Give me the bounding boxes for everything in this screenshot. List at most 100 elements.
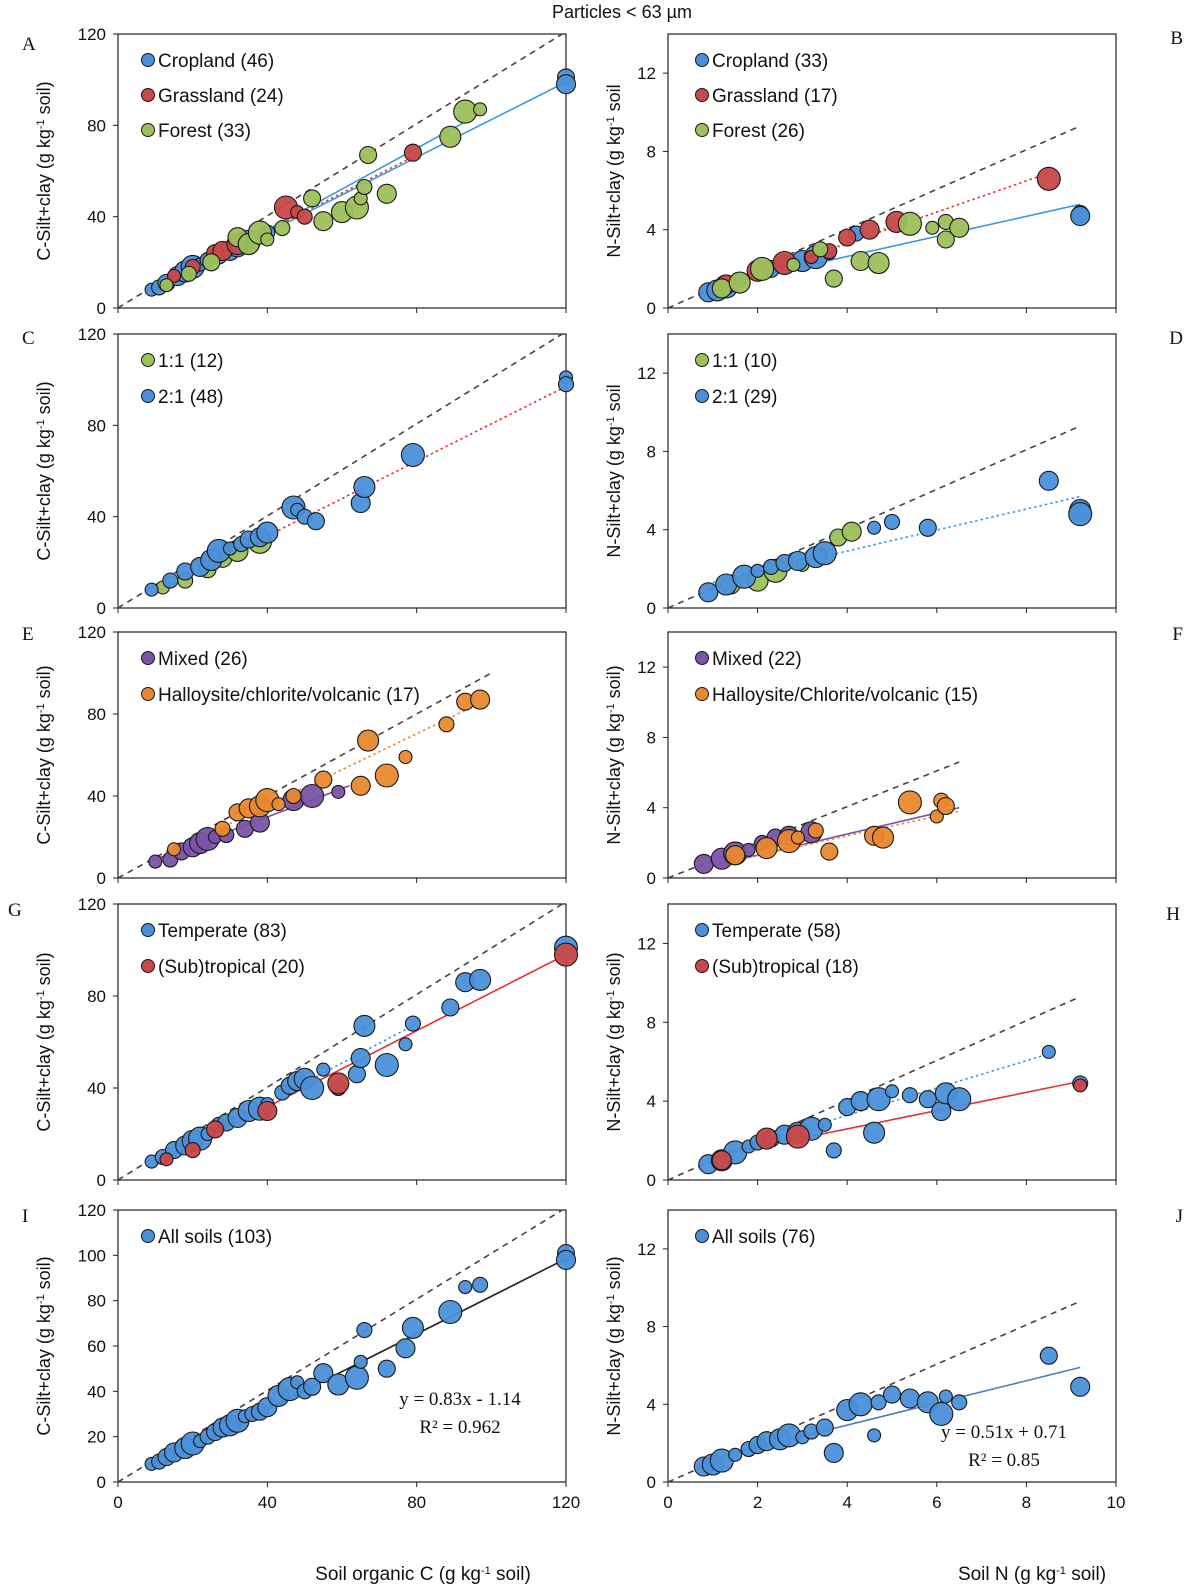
- data-point: [400, 442, 425, 468]
- data-point: [202, 253, 221, 272]
- data-point: [787, 550, 808, 572]
- data-point: [439, 125, 462, 148]
- y-tick-label: 40: [87, 787, 106, 806]
- y-axis-label: N-Silt+clay (g kg-1 soil): [604, 665, 624, 844]
- data-point: [870, 1394, 887, 1411]
- legend-label: Temperate (83): [158, 921, 287, 942]
- legend-label: 2:1 (29): [712, 387, 777, 408]
- data-point: [883, 513, 901, 530]
- data-point: [824, 269, 843, 288]
- data-point: [825, 1142, 842, 1159]
- legend: Cropland (46) Grassland (24) Forest (33): [141, 51, 284, 142]
- data-point: [1039, 1346, 1058, 1365]
- x-axis-label-soil-n: Soil N (g kg-1 soil): [958, 1564, 1106, 1585]
- y-tick-label: 40: [87, 1079, 106, 1098]
- y-tick-label: 120: [78, 25, 106, 44]
- data-point: [453, 99, 478, 124]
- panel-letter: F: [1172, 624, 1183, 645]
- data-point: [812, 241, 829, 258]
- data-point: [936, 230, 955, 249]
- y-tick-label: 100: [78, 1246, 106, 1265]
- regression-equation: y = 0.51x + 0.71: [941, 1422, 1067, 1443]
- data-point: [356, 178, 373, 196]
- data-point: [374, 763, 399, 788]
- y-tick-label: 0: [97, 1171, 106, 1190]
- data-point: [398, 749, 413, 765]
- data-point: [790, 830, 805, 845]
- legend-marker: [141, 353, 155, 367]
- data-point: [755, 1127, 778, 1150]
- data-point: [257, 1100, 278, 1122]
- y-tick-label: 0: [97, 869, 106, 888]
- legend-label: (Sub)tropical (20): [158, 957, 305, 978]
- data-point: [162, 572, 179, 589]
- data-point: [812, 541, 837, 566]
- data-point: [356, 1322, 373, 1339]
- data-point: [841, 521, 862, 542]
- data-point: [473, 102, 488, 117]
- data-point: [327, 1072, 350, 1095]
- panel-a: A 0 40 80 120 C-Silt+clay (g kg-1 soil) Cropla…: [22, 25, 577, 318]
- data-point: [347, 1065, 366, 1084]
- data-point: [180, 265, 197, 282]
- legend: Temperate (58) (Sub)tropical (18): [695, 921, 859, 978]
- legend-label: All soils (76): [712, 1227, 815, 1248]
- legend-label: (Sub)tropical (18): [712, 957, 859, 978]
- data-point: [184, 1142, 201, 1159]
- plot-frame: [667, 903, 1117, 1181]
- data-point: [918, 1090, 937, 1109]
- data-point: [1038, 470, 1059, 491]
- legend: Mixed (22) Halloysite/Chlorite/volcanic (…: [695, 649, 978, 706]
- y-tick-label: 20: [87, 1428, 106, 1447]
- legend-marker: [695, 53, 709, 67]
- legend: Mixed (26) Halloysite/chlorite/volcanic (…: [141, 649, 420, 706]
- data-point: [469, 968, 492, 991]
- data-point: [395, 1338, 416, 1359]
- plot-frame: [117, 631, 567, 879]
- data-point: [260, 232, 275, 247]
- shared-x-labels: Soil organic C (g kg-1 soil) Soil N (g kg…: [315, 1564, 1106, 1585]
- data-point: [555, 1249, 577, 1270]
- data-point: [377, 1359, 396, 1378]
- panel-letter: J: [1176, 1206, 1183, 1227]
- x-tick-label: 10: [1107, 1493, 1126, 1512]
- data-point: [863, 1121, 886, 1144]
- regression-line: [712, 172, 1050, 292]
- legend-marker: [141, 1229, 155, 1243]
- data-point: [925, 220, 940, 235]
- data-point: [353, 1354, 368, 1369]
- y-tick-label: 8: [647, 442, 656, 461]
- data-point: [271, 797, 286, 812]
- figure-title: Particles < 63 µm: [552, 2, 692, 22]
- data-point: [838, 228, 857, 247]
- y-tick-label: 0: [647, 869, 656, 888]
- data-point: [376, 183, 397, 204]
- legend: Cropland (33) Grassland (17) Forest (26): [695, 51, 838, 142]
- y-tick-label: 40: [87, 508, 106, 527]
- legend-label: Halloysite/chlorite/volcanic (17): [158, 685, 420, 706]
- data-point: [553, 942, 579, 967]
- x-tick-label: 40: [258, 1493, 277, 1512]
- y-axis-label: N-Silt+clay (g kg-1 soil: [604, 84, 624, 257]
- data-point: [470, 689, 491, 710]
- data-point: [785, 1124, 810, 1149]
- legend-label: Cropland (33): [712, 51, 828, 72]
- data-point: [472, 1276, 489, 1293]
- panel-b: B 0 4 8 12 N-Silt+clay (g kg-1 soil Cropland (…: [604, 28, 1183, 318]
- legend-label: All soils (103): [158, 1227, 272, 1248]
- data-point: [344, 1365, 369, 1390]
- y-tick-label: 0: [647, 1473, 656, 1492]
- legend-label: Grassland (17): [712, 86, 838, 107]
- data-point: [936, 796, 955, 816]
- regression-equation: y = 0.83x - 1.14: [399, 1389, 521, 1410]
- data-point: [901, 1087, 918, 1104]
- y-tick-label: 40: [87, 208, 106, 227]
- y-axis-label: N-Silt+clay (g kg-1 soil): [604, 952, 624, 1131]
- legend-label: Mixed (26): [158, 649, 248, 670]
- x-tick-label: 120: [552, 1493, 580, 1512]
- data-point: [350, 775, 371, 796]
- data-point: [350, 1048, 371, 1069]
- data-point: [404, 1015, 421, 1032]
- panel-letter: I: [22, 1206, 28, 1227]
- y-tick-label: 8: [647, 142, 656, 161]
